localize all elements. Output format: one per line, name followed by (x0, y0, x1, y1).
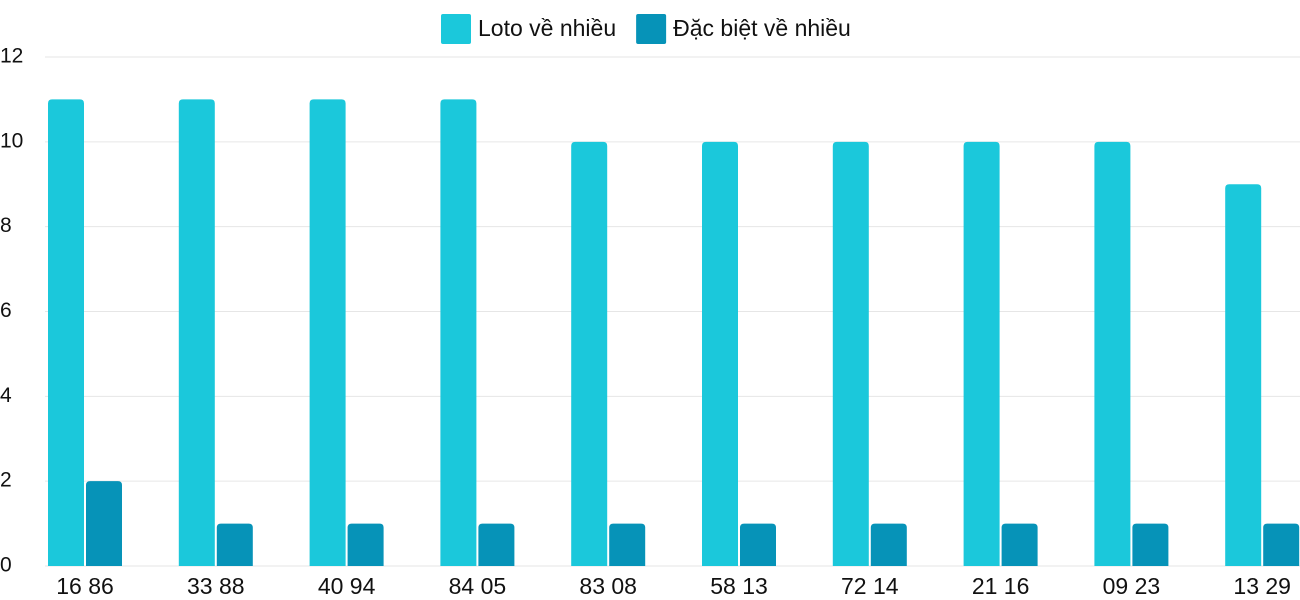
bar (216, 523, 253, 566)
bar (178, 99, 215, 567)
x-tick-label: 09 23 (1103, 573, 1161, 599)
bar (440, 99, 477, 567)
x-tick-label: 84 05 (449, 573, 507, 599)
y-tick-label: 8 (0, 214, 12, 237)
y-tick-label: 2 (0, 469, 12, 492)
y-tick-label: 4 (0, 384, 12, 407)
bar (1225, 184, 1262, 566)
bar (740, 523, 776, 566)
y-tick-label: 0 (0, 554, 12, 577)
bar (1263, 523, 1300, 566)
legend-swatch (636, 14, 667, 44)
bar (1132, 523, 1169, 566)
x-tick-label: 33 88 (187, 573, 245, 599)
bar (963, 141, 1000, 567)
bar (478, 523, 515, 566)
bar (870, 523, 907, 566)
legend-label: Đặc biệt về nhiều (673, 15, 851, 41)
y-tick-label: 6 (0, 299, 12, 322)
x-tick-label: 83 08 (579, 573, 637, 599)
bar (347, 523, 384, 566)
bar (86, 481, 122, 566)
bar (1094, 141, 1131, 567)
x-tick-label: 16 86 (56, 573, 114, 599)
bar (832, 141, 869, 567)
x-tick-label: 72 14 (841, 573, 899, 599)
x-tick-label: 21 16 (972, 573, 1030, 599)
bar (702, 141, 738, 567)
bar (48, 99, 84, 567)
bar (309, 99, 346, 567)
legend-label: Loto về nhiều (478, 15, 616, 41)
bar (571, 141, 608, 567)
y-tick-label: 10 (0, 129, 23, 152)
x-tick-label: 13 29 (1233, 573, 1291, 599)
x-tick-label: 40 94 (318, 573, 376, 599)
x-tick-label: 58 13 (710, 573, 768, 599)
legend-swatch (441, 14, 471, 44)
bar (1001, 523, 1038, 566)
bar (609, 523, 646, 566)
y-tick-label: 12 (0, 45, 23, 68)
